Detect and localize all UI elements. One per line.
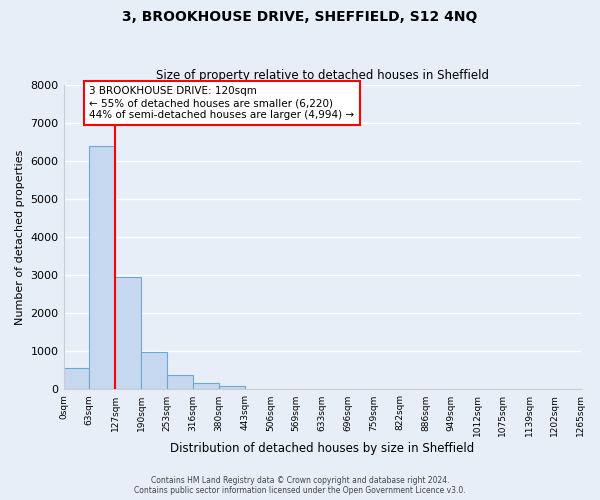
Bar — [115, 277, 141, 390]
Bar — [64, 368, 89, 390]
Bar — [141, 352, 167, 390]
Bar — [219, 386, 245, 390]
Y-axis label: Number of detached properties: Number of detached properties — [15, 150, 25, 324]
Bar — [167, 375, 193, 390]
Bar — [193, 383, 219, 390]
Text: Contains HM Land Registry data © Crown copyright and database right 2024.
Contai: Contains HM Land Registry data © Crown c… — [134, 476, 466, 495]
Text: 3, BROOKHOUSE DRIVE, SHEFFIELD, S12 4NQ: 3, BROOKHOUSE DRIVE, SHEFFIELD, S12 4NQ — [122, 10, 478, 24]
X-axis label: Distribution of detached houses by size in Sheffield: Distribution of detached houses by size … — [170, 442, 474, 455]
Text: 3 BROOKHOUSE DRIVE: 120sqm
← 55% of detached houses are smaller (6,220)
44% of s: 3 BROOKHOUSE DRIVE: 120sqm ← 55% of deta… — [89, 86, 355, 120]
Bar — [89, 146, 115, 390]
Title: Size of property relative to detached houses in Sheffield: Size of property relative to detached ho… — [155, 69, 488, 82]
